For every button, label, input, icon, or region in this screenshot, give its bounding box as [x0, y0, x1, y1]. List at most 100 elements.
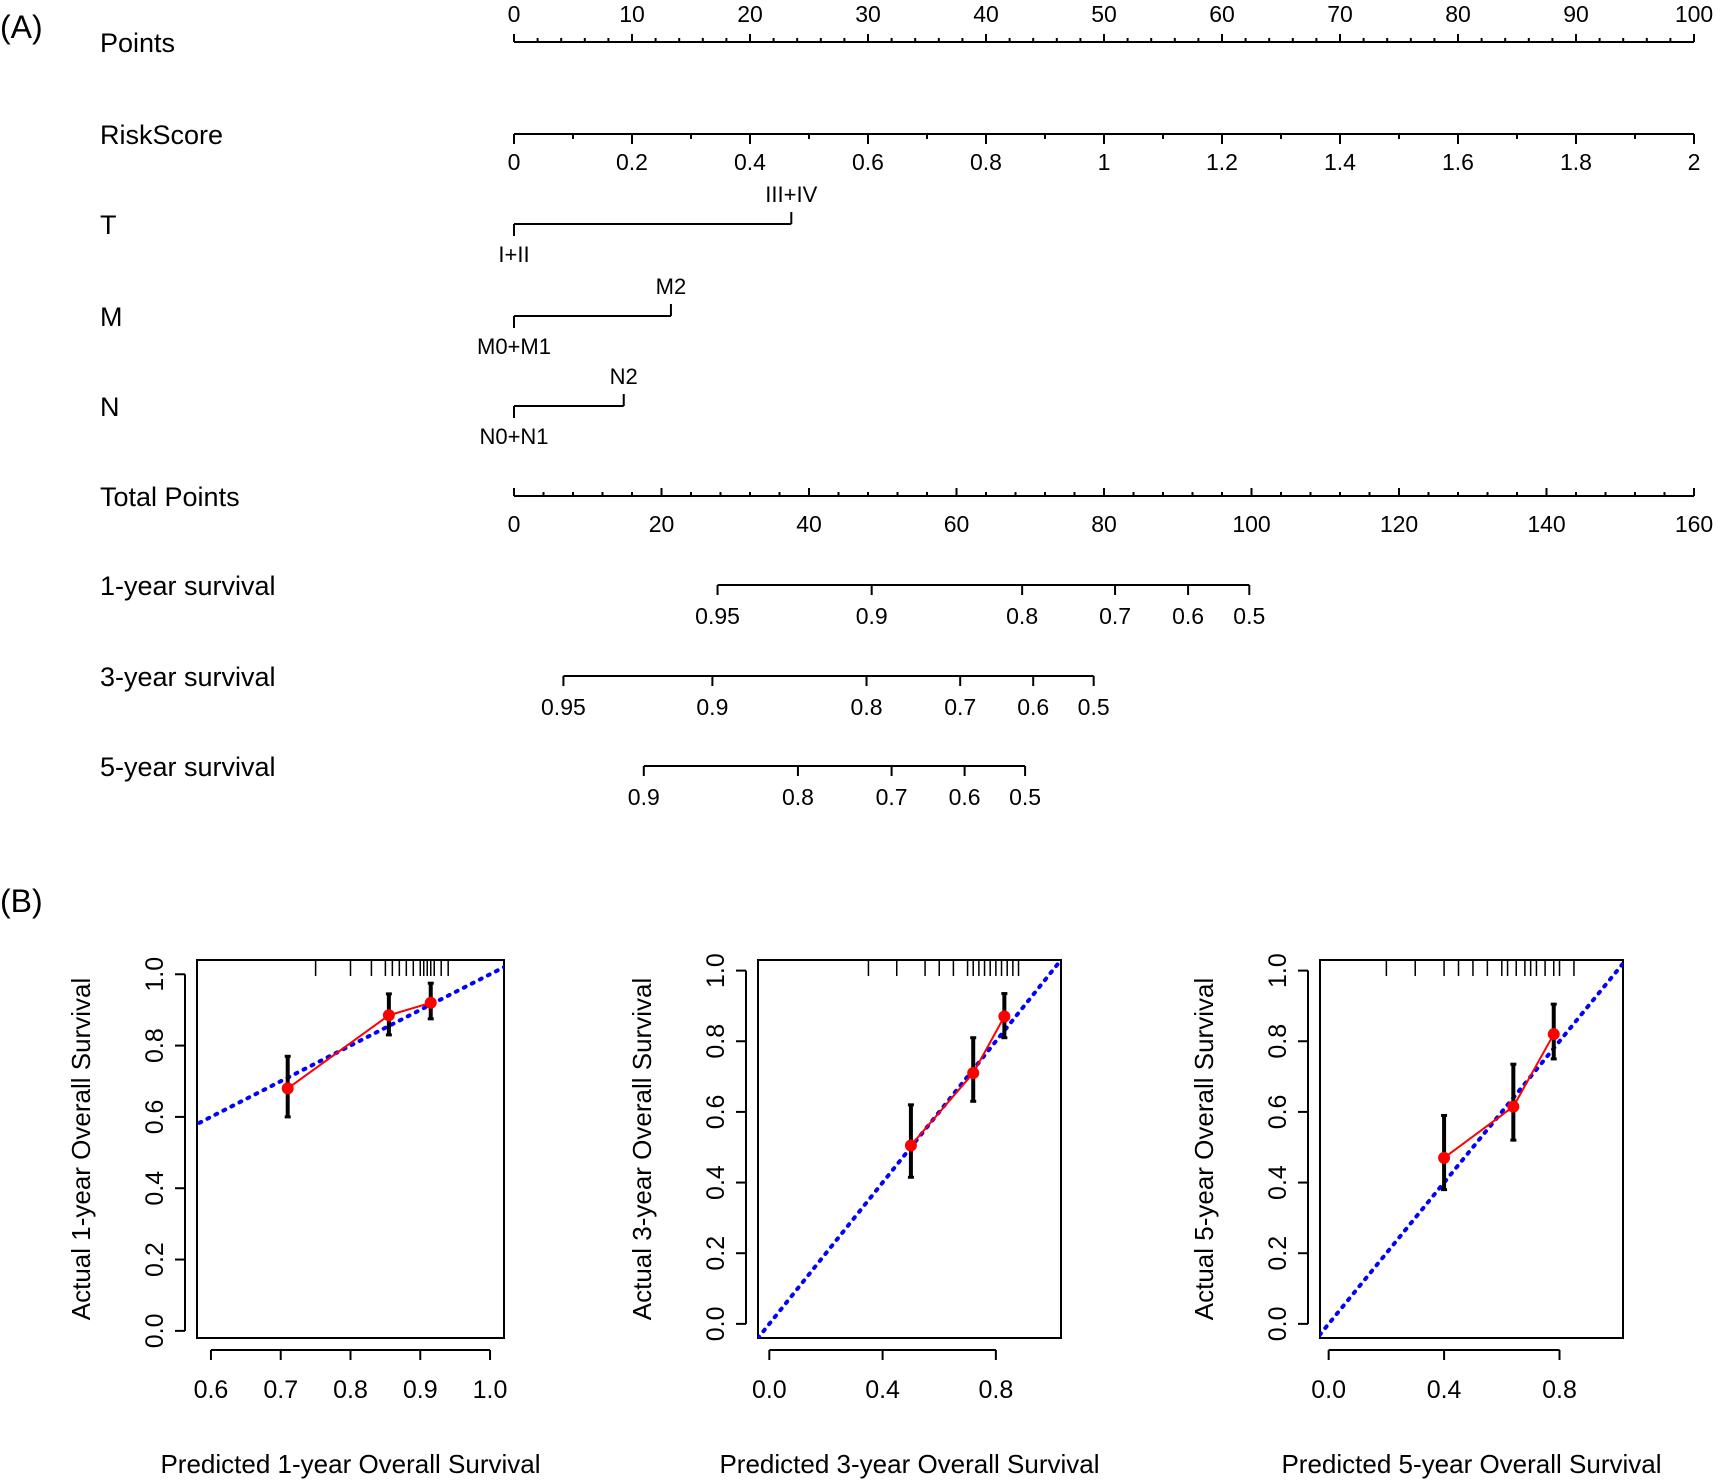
y-tick-label: 0.4 [702, 1165, 730, 1200]
total-points-tick-label: 140 [1527, 511, 1565, 537]
y-tick-label: 0.8 [1264, 1024, 1292, 1059]
observed-point [382, 1009, 395, 1022]
5-year-survival-tick-label: 0.9 [628, 784, 660, 810]
points-tick-label: 40 [973, 1, 999, 27]
1-year-survival-tick-label: 0.8 [1006, 603, 1038, 629]
y-tick-label: 1.0 [702, 953, 730, 988]
total-points-tick-label: 100 [1232, 511, 1270, 537]
x-tick-label: 0.0 [752, 1376, 787, 1404]
3-year-survival-tick-label: 0.9 [696, 694, 728, 720]
observed-point [424, 996, 437, 1009]
calibration-plot-1-year: 0.6 0.7 0.8 0.9 1.0 0.0 0.2 0.4 0.6 0.8 1.0 Predict… [66, 957, 541, 1479]
points-tick-label: 50 [1091, 1, 1117, 27]
points-tick-label: 80 [1445, 1, 1471, 27]
calibration-plot-5-year: 0.0 0.4 0.8 0.0 0.2 0.4 0.6 0.8 1.0 Predicted 5-y… [1189, 953, 1662, 1479]
points-tick-label: 0 [508, 1, 521, 27]
y-tick-label: 0.4 [1264, 1165, 1292, 1200]
points-tick-label: 70 [1327, 1, 1353, 27]
x-tick-label: 0.8 [333, 1376, 368, 1404]
5-year-survival-tick-label: 0.7 [876, 784, 908, 810]
observed-line [910, 1016, 1006, 1147]
x-tick-label: 0.8 [1542, 1376, 1577, 1404]
x-tick-label: 0.0 [1311, 1376, 1346, 1404]
total-points-tick-label: 160 [1675, 511, 1713, 537]
n-level-label: N0+N1 [479, 424, 548, 449]
y-tick-label: 0.0 [1264, 1306, 1292, 1341]
t-level-label: III+IV [765, 182, 817, 207]
row-label-1-year-survival: 1-year survival [100, 571, 276, 601]
y-axis-title: Actual 1-year Overall Survival [66, 978, 96, 1320]
row-label-riskscore: RiskScore [100, 120, 223, 150]
t-level-label: I+II [498, 242, 529, 267]
1-year-survival-tick-label: 0.5 [1233, 603, 1265, 629]
observed-point [1547, 1028, 1560, 1041]
y-tick-label: 0.6 [141, 1100, 169, 1135]
3-year-survival-tick-label: 0.7 [944, 694, 976, 720]
riskscore-tick-label: 0.2 [616, 149, 648, 175]
row-label-n: N [100, 392, 120, 422]
ideal-diagonal-line [197, 964, 504, 1127]
total-points-tick-label: 80 [1091, 511, 1117, 537]
y-tick-label: 0.4 [141, 1171, 169, 1206]
riskscore-tick-label: 1 [1098, 149, 1111, 175]
1-year-survival-tick-label: 0.95 [695, 603, 740, 629]
row-label-5-year-survival: 5-year survival [100, 752, 276, 782]
points-tick-label: 20 [737, 1, 763, 27]
total-points-tick-label: 120 [1380, 511, 1418, 537]
riskscore-tick-label: 1.4 [1324, 149, 1356, 175]
observed-line [1443, 1033, 1555, 1159]
y-axis-title: Actual 3-year Overall Survival [627, 978, 657, 1320]
5-year-survival-tick-label: 0.6 [949, 784, 981, 810]
observed-point [967, 1067, 980, 1080]
row-label-m: M [100, 302, 123, 332]
m-level-label: M0+M1 [477, 334, 551, 359]
y-tick-label: 0.6 [702, 1095, 730, 1130]
riskscore-tick-label: 0.6 [852, 149, 884, 175]
y-tick-label: 0.0 [141, 1313, 169, 1348]
points-tick-label: 30 [855, 1, 881, 27]
x-tick-label: 0.9 [403, 1376, 438, 1404]
y-axis-title: Actual 5-year Overall Survival [1189, 978, 1219, 1320]
x-tick-label: 0.8 [978, 1376, 1013, 1404]
calibration-plot-3-year: 0.0 0.4 0.8 0.0 0.2 0.4 0.6 0.8 1.0 Predicted 3-y… [627, 953, 1100, 1479]
observed-point [1438, 1151, 1451, 1164]
total-points-tick-label: 0 [508, 511, 521, 537]
row-label-points: Points [100, 28, 175, 58]
1-year-survival-tick-label: 0.9 [856, 603, 888, 629]
total-points-tick-label: 40 [796, 511, 822, 537]
3-year-survival-tick-label: 0.95 [541, 694, 586, 720]
observed-point [904, 1139, 917, 1152]
plot-frame [196, 959, 505, 1339]
row-label-t: T [100, 210, 117, 240]
plot-frame [1319, 959, 1624, 1339]
1-year-survival-tick-label: 0.7 [1099, 603, 1131, 629]
y-tick-label: 0.8 [141, 1028, 169, 1063]
riskscore-tick-label: 1.2 [1206, 149, 1238, 175]
n-level-label: N2 [610, 364, 638, 389]
plot-frame [757, 959, 1062, 1339]
5-year-survival-tick-label: 0.5 [1009, 784, 1041, 810]
y-tick-label: 1.0 [1264, 953, 1292, 988]
riskscore-tick-label: 2 [1688, 149, 1701, 175]
ideal-diagonal-line [1320, 960, 1623, 1338]
x-tick-label: 0.4 [1427, 1376, 1462, 1404]
x-tick-label: 0.6 [194, 1376, 229, 1404]
y-tick-label: 0.2 [1264, 1236, 1292, 1271]
y-tick-label: 0.0 [702, 1306, 730, 1341]
row-label-3-year-survival: 3-year survival [100, 662, 276, 692]
y-tick-label: 0.2 [702, 1236, 730, 1271]
y-tick-label: 1.0 [141, 957, 169, 992]
observed-point [998, 1010, 1011, 1023]
3-year-survival-tick-label: 0.6 [1017, 694, 1049, 720]
points-tick-label: 10 [619, 1, 645, 27]
panel-b-label: (B) [0, 883, 43, 919]
x-tick-label: 1.0 [473, 1376, 508, 1404]
panel-a-label: (A) [0, 9, 43, 45]
x-axis-title: Predicted 3-year Overall Survival [719, 1449, 1099, 1479]
riskscore-tick-label: 0 [508, 149, 521, 175]
total-points-tick-label: 20 [649, 511, 675, 537]
row-label-total-points: Total Points [100, 482, 240, 512]
points-tick-label: 100 [1675, 1, 1713, 27]
x-axis-title: Predicted 5-year Overall Survival [1281, 1449, 1661, 1479]
